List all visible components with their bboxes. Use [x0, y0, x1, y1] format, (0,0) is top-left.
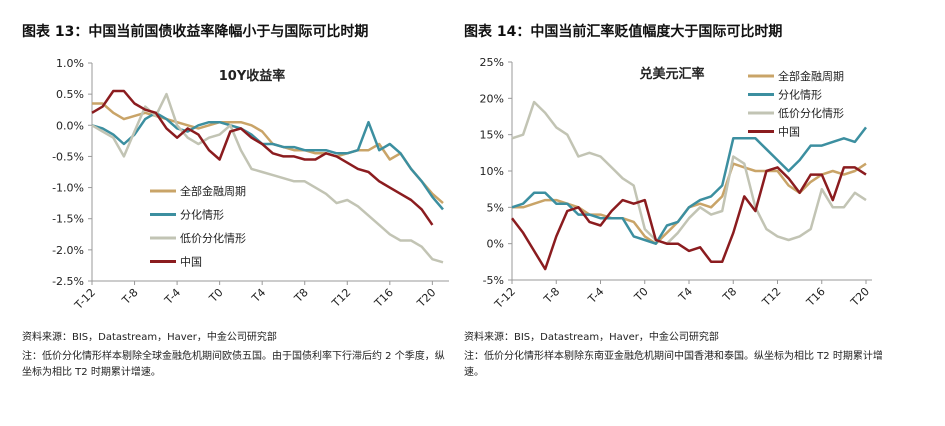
- x-tick-label: T-4: [162, 286, 184, 308]
- chart-title: 图表 14：中国当前汇率贬值幅度大于国际可比时期: [464, 23, 782, 40]
- y-tick-label: -2.0%: [52, 244, 84, 257]
- y-tick-label: 25%: [480, 56, 504, 69]
- annotation: 兑美元汇率: [639, 66, 704, 82]
- x-tick-label: T8: [291, 286, 311, 306]
- source: 资料来源：BIS，Datastream，Haver，中金公司研究部: [464, 332, 719, 343]
- x-tick-label: T16: [803, 285, 828, 310]
- series-line: [511, 126, 867, 245]
- footnote: 注：低价分化情形样本剔除全球金融危机期间欧债五国。由于国债利率下行滞后约 2 个…: [22, 351, 445, 378]
- x-tick-label: T-12: [71, 286, 98, 313]
- y-tick-label: -1.5%: [52, 213, 84, 226]
- y-tick-label: 0%: [487, 238, 504, 251]
- x-tick-label: T-8: [119, 286, 141, 308]
- y-tick-label: 1.0%: [56, 57, 84, 70]
- x-tick-label: T0: [631, 285, 651, 305]
- x-tick-label: T20: [414, 286, 439, 311]
- y-tick-label: -5%: [483, 274, 504, 287]
- x-tick-label: T16: [371, 286, 396, 311]
- x-tick-label: T20: [848, 285, 873, 310]
- y-tick-label: 0.5%: [56, 88, 84, 101]
- x-tick-label: T12: [329, 286, 354, 311]
- x-tick-label: T12: [759, 285, 784, 310]
- x-tick-label: T-12: [491, 285, 518, 312]
- x-tick-label: T8: [720, 285, 740, 305]
- chart-title: 图表 13：中国当前国债收益率降幅小于与国际可比时期: [22, 23, 368, 40]
- series-line: [511, 100, 867, 245]
- y-tick-label: -2.5%: [52, 275, 84, 288]
- legend-label: 分化情形: [778, 88, 822, 102]
- legend-label: 分化情形: [180, 208, 224, 222]
- series-line: [511, 166, 867, 271]
- series-line: [92, 102, 444, 205]
- footnote: 注：低价分化情形样本剔除东南亚金融危机期间中国香港和泰国。纵坐标为相比 T2 时…: [464, 351, 883, 378]
- x-tick-label: T0: [206, 286, 226, 306]
- legend-label: 低价分化情形: [778, 106, 844, 120]
- legend-label: 中国: [180, 256, 202, 269]
- legend-label: 中国: [778, 126, 800, 139]
- x-tick-label: T4: [249, 286, 269, 306]
- legend-label: 全部金融周期: [778, 69, 844, 83]
- x-tick-label: T-8: [541, 285, 563, 307]
- annotation: 10Y收益率: [219, 68, 286, 84]
- x-tick-label: T4: [676, 285, 696, 305]
- y-tick-label: 10%: [480, 165, 504, 178]
- y-tick-label: 15%: [480, 129, 504, 142]
- source: 资料来源：BIS，Datastream，Haver，中金公司研究部: [22, 332, 277, 343]
- legend-label: 全部金融周期: [180, 184, 246, 198]
- series-line: [91, 89, 434, 226]
- y-tick-label: -1.0%: [52, 182, 84, 195]
- y-tick-label: 5%: [487, 201, 504, 214]
- y-tick-label: -0.5%: [52, 150, 84, 163]
- legend-label: 低价分化情形: [180, 231, 246, 245]
- series-line: [91, 111, 444, 211]
- y-tick-label: 20%: [480, 92, 504, 105]
- x-tick-label: T-4: [585, 285, 607, 307]
- y-tick-label: 0.0%: [56, 119, 84, 132]
